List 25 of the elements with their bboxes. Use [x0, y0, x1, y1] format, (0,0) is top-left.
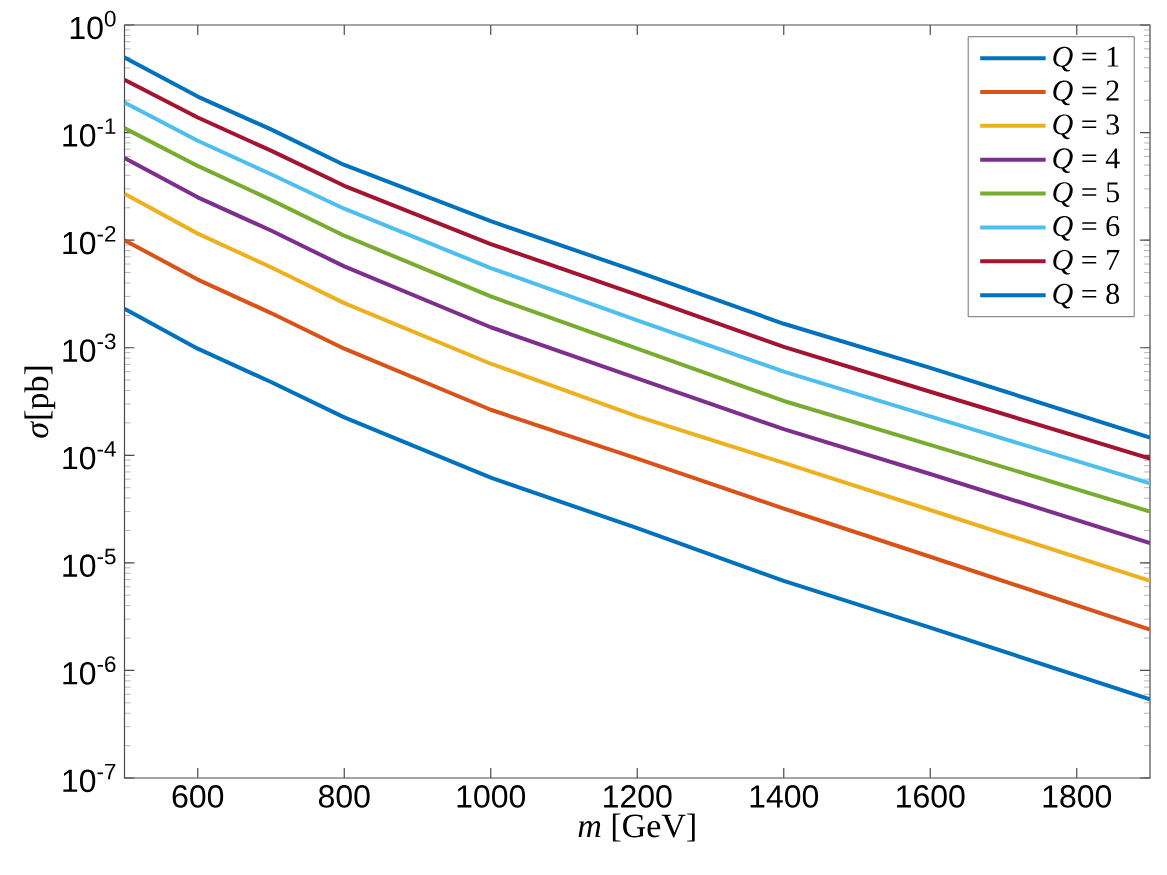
x-tick-label: 600 [172, 785, 224, 808]
y-tick-label: 10$^{-3}$ [63, 333, 116, 362]
x-axis-title: m [GeV] [578, 813, 695, 842]
x-tick-label: 1600 [897, 785, 965, 808]
legend-label: Q = 7 [1053, 249, 1120, 275]
legend-label: Q = 1 [1053, 46, 1119, 72]
x-tick-label: 1400 [750, 785, 819, 808]
y-tick-label: 10$^{-2}$ [63, 225, 116, 255]
x-tick-label: 1200 [604, 785, 672, 808]
legend-label: Q = 5 [1053, 182, 1120, 207]
y-tick-label: 10$^{0}$ [70, 10, 116, 40]
legend-label: Q = 2 [1053, 80, 1119, 106]
y-tick-label: 10$^{-7}$ [63, 763, 116, 793]
y-tick-label: 10$^{-5}$ [63, 548, 116, 577]
legend-label: Q = 8 [1053, 283, 1120, 309]
y-tick-label: 10$^{-4}$ [63, 441, 116, 470]
y-tick-label: 10$^{-1}$ [63, 118, 116, 147]
legend-label: Q = 3 [1053, 114, 1120, 140]
legend-label: Q = 4 [1053, 148, 1120, 174]
x-tick-label: 1800 [1043, 785, 1112, 808]
x-tick-label: 1000 [457, 785, 526, 808]
y-axis-title: σ[pb] [24, 366, 56, 438]
y-tick-label: 10$^{-6}$ [63, 656, 116, 685]
legend-label: Q = 6 [1053, 216, 1120, 241]
x-tick-label: 800 [318, 785, 370, 808]
